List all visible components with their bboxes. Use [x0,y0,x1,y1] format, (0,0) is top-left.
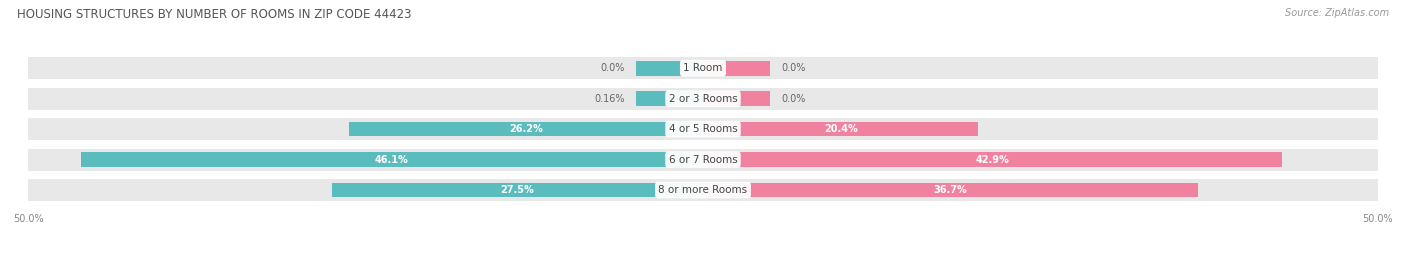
Bar [28,179,1378,201]
Text: 6 or 7 Rooms: 6 or 7 Rooms [669,155,737,165]
Bar [80,152,703,167]
Text: 0.0%: 0.0% [782,63,806,73]
Bar [703,122,979,136]
Text: 36.7%: 36.7% [934,185,967,195]
Text: 42.9%: 42.9% [976,155,1010,165]
Text: 4 or 5 Rooms: 4 or 5 Rooms [669,124,737,134]
Bar [28,118,1378,140]
Text: HOUSING STRUCTURES BY NUMBER OF ROOMS IN ZIP CODE 44423: HOUSING STRUCTURES BY NUMBER OF ROOMS IN… [17,8,412,21]
Text: 0.0%: 0.0% [782,94,806,104]
Bar [636,91,703,106]
Bar [28,88,1378,110]
Text: 20.4%: 20.4% [824,124,858,134]
Text: 2 or 3 Rooms: 2 or 3 Rooms [669,94,737,104]
Text: 1 Room: 1 Room [683,63,723,73]
Text: 8 or more Rooms: 8 or more Rooms [658,185,748,195]
Text: 26.2%: 26.2% [509,124,543,134]
Text: 27.5%: 27.5% [501,185,534,195]
Bar [703,183,1198,197]
Text: 0.0%: 0.0% [600,63,624,73]
Bar [332,183,703,197]
Text: 0.16%: 0.16% [595,94,624,104]
Bar [703,61,770,76]
Bar [28,148,1378,171]
Bar [636,61,703,76]
Text: 46.1%: 46.1% [375,155,409,165]
Text: Source: ZipAtlas.com: Source: ZipAtlas.com [1285,8,1389,18]
Bar [349,122,703,136]
Bar [703,152,1282,167]
Bar [703,91,770,106]
Bar [28,57,1378,79]
